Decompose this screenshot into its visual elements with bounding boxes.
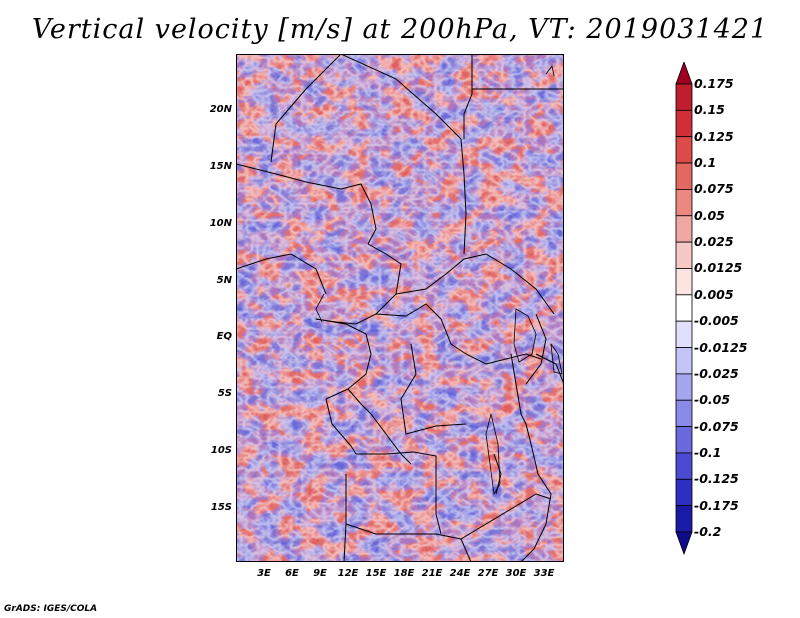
colorbar-box: [675, 268, 693, 296]
country-borders: [236, 54, 564, 562]
colorbar-label: -0.2: [694, 524, 722, 539]
lat-label: 5S: [217, 388, 232, 399]
colorbar-label: -0.1: [694, 444, 722, 460]
lon-label: 9E: [313, 568, 327, 579]
colorbar-label: 0.025: [694, 234, 734, 250]
colorbar-label: -0.025: [694, 365, 739, 381]
lat-label: 10N: [209, 218, 232, 229]
colorbar-box: [675, 505, 693, 533]
lon-label: 33E: [533, 568, 555, 579]
colorbar-label: 0.05: [694, 207, 725, 223]
colorbar-label: -0.125: [694, 471, 739, 487]
colorbar-label: 0.005: [694, 286, 734, 302]
lon-label: 15E: [365, 568, 387, 579]
lat-label: EQ: [216, 331, 232, 342]
colorbar-box: [675, 478, 693, 507]
map-frame: [236, 54, 564, 562]
colorbar-label: -0.0125: [694, 339, 748, 355]
colorbar-box: [675, 320, 693, 348]
lon-label: 18E: [393, 568, 415, 579]
lon-label: 6E: [285, 568, 299, 579]
colorbar-label: 0.125: [694, 128, 734, 144]
colorbar-label: 0.0125: [694, 260, 743, 276]
colorbar-box: [675, 347, 693, 375]
colorbar-label: -0.05: [694, 392, 731, 408]
lon-label: 3E: [257, 568, 271, 579]
lat-label: 15S: [210, 502, 232, 513]
lon-label: 24E: [449, 568, 471, 579]
colorbar-box: [675, 215, 693, 243]
velocity-field-texture: [236, 54, 564, 562]
colorbar-box: [675, 62, 693, 85]
colorbar-label: 0.1: [694, 155, 717, 171]
colorbar-box: [675, 136, 693, 164]
lon-label: 30E: [505, 568, 527, 579]
lat-label: 20N: [209, 104, 232, 115]
lon-label: 21E: [421, 568, 443, 579]
colorbar-box: [675, 294, 693, 322]
colorbar-label: 0.175: [694, 76, 734, 91]
chart-title: Vertical velocity [m/s] at 200hPa, VT: 2…: [31, 14, 769, 45]
colorbar-box: [675, 189, 693, 217]
colorbar-box: [675, 531, 693, 556]
colorbar-label: 0.075: [694, 181, 734, 197]
colorbar-label: -0.005: [694, 313, 739, 329]
colorbar-label: -0.075: [694, 418, 739, 434]
velocity-map: [236, 54, 564, 562]
colorbar-box: [675, 162, 693, 190]
lon-label: 27E: [477, 568, 499, 579]
colorbar-label: 0.15: [694, 102, 725, 118]
colorbar-box: [675, 109, 693, 138]
lon-label: 12E: [337, 568, 359, 579]
lat-label: 15N: [209, 161, 232, 172]
colorbar-box: [675, 452, 693, 480]
coastline-lakes: [315, 65, 563, 496]
colorbar-box: [675, 83, 693, 111]
colorbar-box: [675, 373, 693, 401]
colorbar: [675, 62, 693, 556]
colorbar-box: [675, 426, 693, 454]
credit-text: GrADS: IGES/COLA: [4, 604, 98, 614]
lat-label: 10S: [210, 445, 232, 456]
colorbar-box: [675, 399, 693, 427]
lat-label: 5N: [216, 275, 232, 286]
colorbar-box: [675, 241, 693, 269]
colorbar-label: -0.175: [694, 497, 739, 513]
